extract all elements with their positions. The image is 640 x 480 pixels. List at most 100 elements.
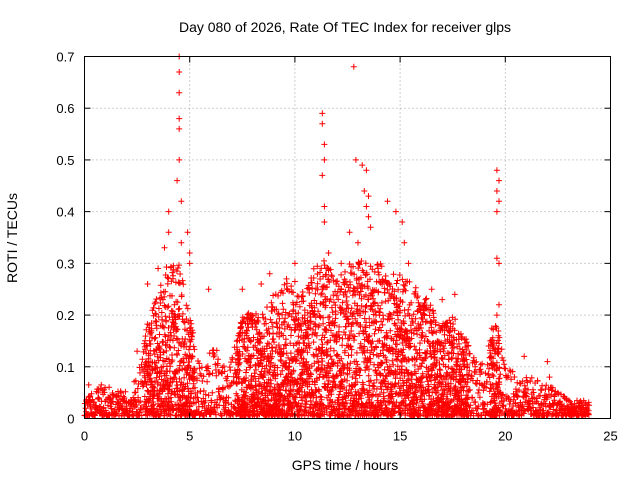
data-point	[310, 339, 317, 346]
data-point	[158, 309, 165, 316]
data-point	[270, 336, 277, 342]
data-point	[292, 310, 299, 317]
data-point	[147, 375, 154, 382]
data-point	[493, 208, 500, 215]
data-point	[190, 343, 197, 350]
data-point	[291, 260, 298, 267]
data-point	[143, 382, 150, 388]
data-point	[414, 331, 421, 338]
data-point	[213, 372, 220, 379]
data-point	[266, 341, 273, 347]
data-point	[181, 374, 188, 381]
data-point	[142, 346, 149, 353]
data-point	[163, 372, 170, 379]
data-point	[187, 317, 194, 324]
data-point	[363, 319, 370, 326]
data-point	[247, 385, 254, 392]
data-point	[205, 365, 212, 372]
data-point	[178, 239, 185, 246]
data-point	[275, 292, 282, 299]
data-point	[110, 398, 116, 405]
data-point	[187, 394, 194, 401]
data-point	[384, 316, 391, 323]
data-point	[288, 332, 294, 339]
data-point	[167, 363, 174, 370]
data-point	[311, 304, 318, 311]
data-point	[255, 338, 262, 345]
data-point	[186, 250, 193, 256]
data-point	[299, 348, 306, 355]
data-point	[140, 368, 147, 374]
data-point	[306, 344, 313, 351]
data-point	[243, 389, 249, 396]
data-point	[393, 280, 400, 287]
x-tick-labels: 0 5 10 15 20 25	[81, 429, 618, 444]
data-point	[220, 363, 227, 370]
data-point	[307, 397, 314, 404]
data-point	[175, 306, 182, 313]
data-point	[329, 273, 335, 280]
data-point	[277, 357, 284, 363]
data-point	[245, 358, 252, 365]
data-point	[171, 344, 178, 351]
data-point	[148, 320, 155, 327]
data-point	[142, 333, 149, 340]
data-point	[316, 322, 323, 329]
data-point	[319, 120, 326, 127]
data-point	[218, 369, 225, 376]
data-point	[338, 271, 345, 278]
data-point	[138, 361, 145, 368]
data-point	[134, 348, 141, 355]
data-point	[280, 306, 287, 313]
data-point	[266, 331, 273, 337]
data-point	[153, 318, 160, 325]
data-point	[143, 403, 150, 410]
data-point	[176, 367, 183, 374]
data-point	[328, 272, 335, 279]
data-point	[274, 364, 281, 371]
data-point	[317, 269, 323, 276]
data-point	[176, 156, 183, 163]
data-point	[236, 375, 243, 382]
data-point	[164, 304, 171, 311]
data-point	[493, 167, 500, 174]
data-point	[321, 203, 328, 210]
data-point	[307, 318, 314, 325]
data-point	[341, 329, 347, 336]
y-tick-label: 0.1	[56, 360, 74, 375]
data-point	[142, 359, 149, 366]
data-point	[363, 167, 370, 174]
x-tick-label: 0	[81, 429, 88, 444]
data-point	[313, 332, 320, 339]
data-point	[223, 377, 230, 384]
data-point	[176, 69, 183, 75]
data-point	[250, 352, 257, 359]
data-point	[314, 280, 321, 287]
data-point	[496, 301, 502, 308]
data-point	[101, 389, 108, 396]
data-point	[339, 335, 346, 342]
data-point	[335, 296, 342, 303]
data-point	[480, 387, 487, 394]
data-point	[221, 368, 228, 375]
data-point	[315, 359, 322, 366]
data-point	[167, 329, 174, 336]
data-point	[392, 208, 399, 215]
data-point	[106, 384, 113, 391]
data-point	[252, 342, 259, 349]
data-point	[310, 265, 317, 272]
data-point	[165, 208, 172, 215]
data-point	[313, 394, 320, 401]
data-point	[165, 390, 171, 397]
data-point	[321, 141, 328, 148]
data-point	[170, 266, 177, 273]
data-point	[347, 360, 354, 367]
data-point	[311, 310, 317, 317]
data-point	[342, 268, 348, 275]
data-point	[317, 300, 324, 307]
data-point	[239, 351, 246, 357]
y-tick-labels: 0 0.1 0.2 0.3 0.4 0.5 0.6 0.7	[56, 50, 74, 427]
data-point	[132, 389, 139, 396]
data-point	[182, 336, 189, 342]
data-point	[285, 312, 292, 318]
